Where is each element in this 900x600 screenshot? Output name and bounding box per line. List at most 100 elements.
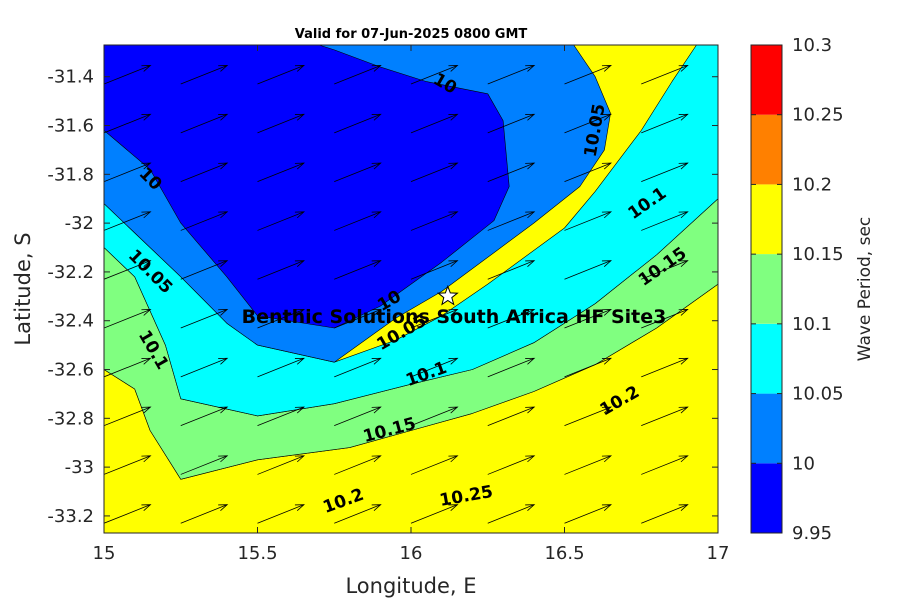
y-tick-label: -31.8 [47, 164, 94, 185]
x-tick-label: 17 [707, 543, 730, 564]
site-label: Benthic Solutions South Africa HF Site3 [242, 306, 667, 328]
wind-arrow [257, 309, 306, 329]
site-star-icon [436, 284, 459, 306]
x-tick-label: 15 [93, 543, 116, 564]
wind-arrow [334, 309, 382, 329]
wind-arrow [564, 357, 613, 378]
wind-arrow [564, 504, 613, 524]
colorbar-band [751, 463, 782, 533]
wind-arrow [641, 309, 689, 329]
wind-arrow [334, 260, 382, 280]
wind-arrow [104, 504, 152, 524]
wind-arrow [410, 455, 459, 475]
wind-arrow [104, 65, 152, 85]
wind-arrow [104, 260, 152, 280]
colorbar-tick-label: 10.05 [792, 384, 844, 405]
y-tick-label: -32.2 [47, 262, 94, 283]
wind-arrow [641, 211, 689, 231]
wind-arrow [487, 65, 536, 85]
plot-area [104, 45, 718, 533]
wind-arrow [564, 406, 613, 427]
wind-arrow [180, 406, 229, 427]
wind-arrow [104, 357, 152, 378]
x-tick-label: 15.5 [237, 543, 277, 564]
y-tick-label: -32.6 [47, 360, 94, 381]
wind-arrow [410, 309, 459, 329]
site-marker: Benthic Solutions South Africa HF Site3 [242, 284, 667, 328]
wind-arrow [564, 113, 613, 134]
y-tick-label: -32 [65, 213, 94, 234]
colorbar-tick-label: 10.25 [792, 105, 844, 126]
wind-arrow [257, 260, 306, 280]
x-tick-label: 16 [400, 543, 423, 564]
wind-arrow [410, 65, 459, 85]
colorbar-tick-label: 10 [792, 453, 815, 474]
wind-arrow [641, 113, 689, 134]
wind-arrow [641, 455, 689, 475]
y-tick-label: -31.6 [47, 116, 94, 137]
contour-bands [104, 45, 718, 533]
colorbar-band [751, 184, 782, 255]
wind-arrow [487, 113, 536, 134]
colorbar-band [751, 254, 782, 324]
wind-arrow [564, 162, 613, 183]
wind-arrow [641, 260, 689, 280]
wind-arrow [104, 211, 152, 231]
colorbar-tick-label: 10.1 [792, 314, 832, 335]
wind-arrow [334, 113, 382, 134]
wind-arrow [257, 406, 306, 427]
wind-arrow [180, 65, 229, 85]
wind-arrow [410, 504, 459, 524]
wind-arrow [180, 211, 229, 231]
wind-arrow [180, 504, 229, 524]
y-axis: -31.4 -31.6 -31.8 -32 -32.2 -32.4 -32.6 -32.8 -3… [47, 67, 718, 527]
x-tick-label: 16.5 [544, 543, 584, 564]
wind-arrow [410, 113, 459, 134]
wind-arrow [410, 211, 459, 231]
wind-arrow [257, 162, 306, 183]
wind-arrow [104, 455, 152, 475]
wind-arrow [180, 309, 229, 329]
wind-arrow [180, 260, 229, 280]
y-tick-label: -33 [65, 457, 94, 478]
wind-arrow [257, 504, 306, 524]
wind-arrow [257, 65, 306, 85]
colorbar-band [751, 114, 782, 185]
colorbar-band [751, 393, 782, 464]
x-axis: 15 15.5 16 16.5 17 [93, 45, 730, 564]
wind-arrow [564, 260, 613, 280]
wind-arrow [410, 260, 459, 280]
x-axis-label: Longitude, E [345, 574, 476, 598]
wind-arrow [334, 211, 382, 231]
wind-arrow [257, 357, 306, 378]
wind-arrow [180, 357, 229, 378]
colorbar-tick-label: 10.15 [792, 244, 844, 265]
colorbar-tick-label: 9.95 [792, 523, 832, 544]
wind-arrow [487, 309, 536, 329]
colorbar-tick-label: 10.3 [792, 35, 832, 56]
wind-arrow [487, 455, 536, 475]
wind-arrow [104, 406, 152, 427]
wind-arrow [257, 455, 306, 475]
wind-arrow [334, 162, 382, 183]
colorbar-frame [750, 44, 783, 534]
wind-arrow [257, 211, 306, 231]
wind-arrow [334, 455, 382, 475]
wind-arrow [410, 357, 459, 378]
wind-arrow [641, 357, 689, 378]
y-tick-label: -32.4 [47, 311, 94, 332]
colorbar-tick-label: 10.2 [792, 174, 832, 195]
wind-arrow [487, 406, 536, 427]
wind-arrow [487, 357, 536, 378]
contour-band-9-95 [104, 45, 510, 329]
wind-arrow [641, 162, 689, 183]
y-tick-label: -32.8 [47, 408, 94, 429]
colorbar: 9.95 10 10.05 10.1 10.15 10.2 10.25 10.3 [750, 35, 844, 544]
wind-arrow [257, 113, 306, 134]
wind-arrow [180, 455, 229, 475]
wind-arrow [564, 455, 613, 475]
wind-arrow [564, 65, 613, 85]
wind-arrow [410, 406, 459, 427]
wind-arrow [334, 65, 382, 85]
